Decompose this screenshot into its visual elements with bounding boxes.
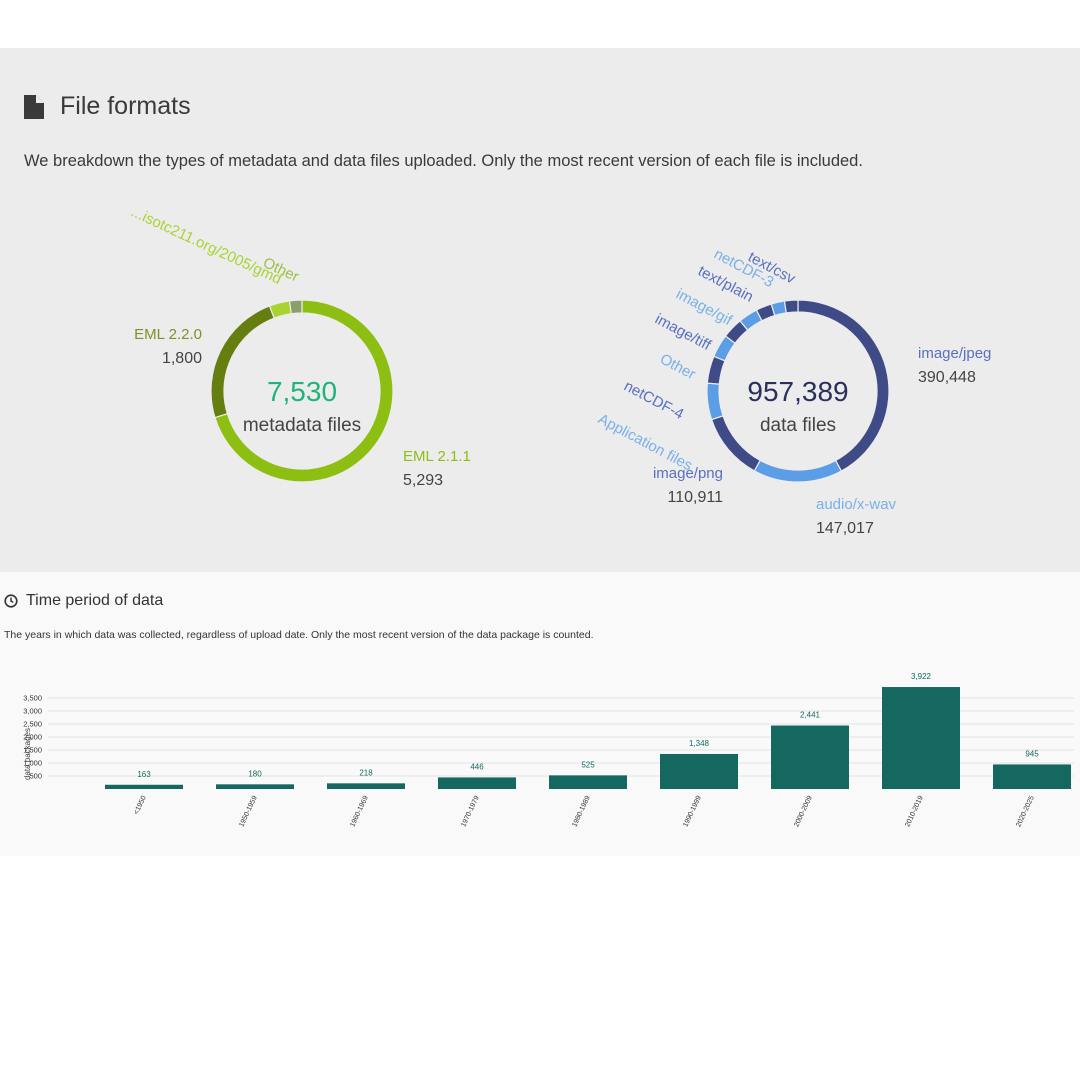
bar-1960-1969[interactable] [327, 783, 405, 789]
slice-label-netcdf-4: netCDF-4 [621, 378, 686, 424]
bar-value-label: 945 [1025, 749, 1039, 758]
slice-eml-2-2-0[interactable] [210, 305, 275, 419]
y-tick-label: 500 [29, 772, 42, 781]
slice-label-audio-x-wav: audio/x-wav [816, 496, 897, 513]
slice-value-eml-2-1-1: 5,293 [403, 472, 443, 489]
bar-value-label: 180 [248, 769, 262, 778]
bar-1990-1999[interactable] [660, 753, 738, 789]
bar-1950-1959[interactable] [216, 784, 294, 789]
file-icon [24, 94, 44, 119]
bar-value-label: 163 [137, 770, 151, 779]
donut-chart-metadata-files: EML 2.1.1 5,293 EML 2.2.0 1,800 ...isotc211.… [128, 203, 471, 489]
y-axis-label: data packages [23, 728, 32, 780]
y-tick-label: 2,500 [23, 720, 42, 729]
slice-value-image-jpeg: 390,448 [918, 369, 976, 386]
donut-chart-data-files: image/jpeg 390,448 audio/x-wav 147,017 image… [595, 246, 991, 537]
x-tick-label: 2020-2025 [1015, 795, 1036, 828]
slice-label-other: Other [657, 351, 698, 384]
x-tick-label: 1990-1999 [682, 795, 703, 828]
donut-center-value: 7,530 [267, 376, 337, 407]
time-period-description: The years in which data was collected, r… [4, 629, 594, 641]
slice-image-png[interactable] [710, 415, 761, 472]
slice-label-isotc211-org-2005-gmd: ...isotc211.org/2005/gmd [128, 203, 284, 288]
bar-1950[interactable] [105, 784, 183, 789]
time-period-header: Time period of data [4, 592, 163, 610]
slice-label-application-files: Application files [595, 411, 695, 475]
donut-center-label: data files [760, 415, 836, 436]
bar-value-label: 446 [470, 762, 484, 771]
y-tick-label: 2,000 [23, 733, 42, 742]
bar-2020-2025[interactable] [993, 764, 1071, 789]
donut-center-value: 957,389 [747, 376, 848, 407]
clock-icon [4, 594, 18, 608]
bar-1980-1989[interactable] [549, 775, 627, 789]
slice-application-files[interactable] [706, 382, 724, 421]
slice-text-csv[interactable] [783, 299, 799, 314]
slice-value-audio-x-wav: 147,017 [816, 520, 874, 537]
slice-value-eml-2-2-0: 1,800 [162, 350, 202, 367]
bar-value-label: 525 [581, 760, 595, 769]
donut-center-label: metadata files [243, 415, 361, 436]
slice-isotc211-org-2005-gmd[interactable] [268, 300, 292, 319]
slice-other[interactable] [288, 299, 303, 315]
bar-value-label: 1,348 [689, 739, 710, 748]
y-tick-label: 1,000 [23, 759, 42, 768]
x-tick-label: 2010-2019 [904, 795, 925, 828]
slice-label-eml-2-2-0: EML 2.2.0 [134, 326, 202, 343]
x-tick-label: <1950 [133, 795, 148, 816]
bar-value-label: 218 [359, 768, 373, 777]
bar-2010-2019[interactable] [882, 687, 960, 789]
time-period-title: Time period of data [26, 592, 164, 609]
file-formats-title: File formats [60, 92, 191, 120]
time-period-bar-chart: 500 1,000 1,500 2,000 2,500 3,000 3,500 data pa… [23, 672, 1074, 828]
x-tick-label: 1950-1959 [238, 795, 259, 828]
slice-audio-x-wav[interactable] [753, 459, 843, 483]
slice-label-image-png: image/png [653, 465, 723, 482]
x-tick-label: 1970-1979 [460, 795, 481, 828]
slice-label-image-jpeg: image/jpeg [918, 345, 991, 362]
y-tick-label: 1,500 [23, 746, 42, 755]
bar-value-label: 2,441 [800, 711, 821, 720]
file-formats-header: File formats [24, 92, 191, 121]
x-tick-label: 1960-1969 [349, 795, 370, 828]
slice-value-image-png: 110,911 [668, 489, 724, 506]
time-period-section: Time period of data The years in which d… [0, 572, 1080, 856]
slice-netcdf-3[interactable] [770, 300, 787, 317]
slice-label-eml-2-1-1: EML 2.1.1 [403, 448, 471, 465]
y-tick-label: 3,000 [23, 707, 42, 716]
bar-1970-1979[interactable] [438, 777, 516, 789]
bar-2000-2009[interactable] [771, 725, 849, 789]
file-format-donut-charts: EML 2.1.1 5,293 EML 2.2.0 1,800 ...isotc211.… [128, 203, 991, 537]
x-tick-label: 2000-2009 [793, 795, 814, 828]
x-tick-label: 1980-1989 [571, 795, 592, 828]
file-formats-section: File formats We breakdown the types of m… [0, 48, 1080, 572]
slice-netcdf-4[interactable] [706, 355, 726, 385]
bar-value-label: 3,922 [911, 672, 932, 681]
y-tick-label: 3,500 [23, 694, 42, 703]
file-formats-description: We breakdown the types of metadata and d… [24, 152, 863, 170]
